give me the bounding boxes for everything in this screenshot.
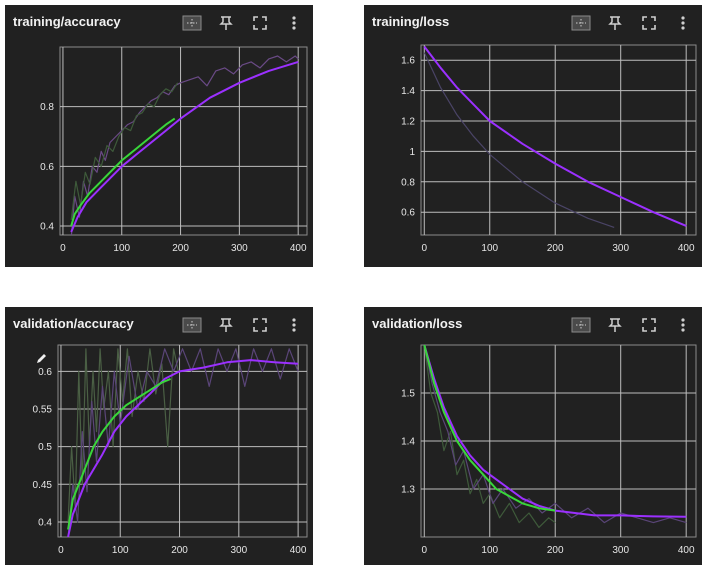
- chart-plot[interactable]: 0 100 200 300 400 0.4 0.6 0.8: [5, 5, 313, 267]
- y-tick-label: 1: [409, 147, 415, 158]
- x-tick-label: 200: [172, 243, 189, 254]
- plot-frame: [420, 44, 697, 236]
- chart-card-training-accuracy: training/accuracy 0 100 200 300 400 0.4 0.6 0.8: [5, 5, 313, 267]
- raw-series-line: [67, 348, 299, 537]
- pin-icon[interactable]: [215, 13, 237, 33]
- more-options-icon[interactable]: [283, 315, 305, 335]
- chart-toolbar: [558, 315, 694, 335]
- chart-toolbar: [558, 13, 694, 33]
- y-tick-label: 1.4: [401, 437, 415, 448]
- smoothed-series-line: [70, 60, 299, 233]
- chart-toolbar: [169, 315, 305, 335]
- x-tick-label: 100: [481, 243, 498, 254]
- x-tick-label: 0: [58, 545, 64, 556]
- raw-series-line: [70, 82, 179, 221]
- y-tick-label: 1.5: [401, 389, 415, 400]
- y-tick-label: 0.6: [40, 162, 54, 173]
- y-tick-label: 0.4: [38, 517, 52, 528]
- raw-series-line: [423, 52, 615, 228]
- chart-plot[interactable]: 0 100 200 300 400 0.4 0.45 0.5 0.55 0.6: [5, 307, 313, 565]
- fullscreen-icon[interactable]: [249, 315, 271, 335]
- smoothed-series-line: [70, 117, 176, 227]
- y-tick-label: 0.5: [38, 442, 52, 453]
- fit-domain-icon[interactable]: [181, 315, 203, 335]
- fullscreen-icon[interactable]: [638, 315, 660, 335]
- y-tick-label: 0.8: [401, 177, 415, 188]
- y-tick-label: 1.2: [401, 117, 415, 128]
- pin-icon[interactable]: [215, 315, 237, 335]
- chart-plot[interactable]: 0 100 200 300 400 1.3 1.4 1.5: [364, 307, 702, 565]
- x-tick-label: 300: [612, 545, 629, 556]
- smoothed-series-line: [67, 359, 299, 537]
- plot-frame: [57, 344, 308, 538]
- raw-series-line: [70, 55, 299, 235]
- x-tick-label: 200: [547, 545, 564, 556]
- fit-domain-icon[interactable]: [570, 315, 592, 335]
- y-tick-label: 0.6: [401, 208, 415, 219]
- y-tick-label: 0.6: [38, 367, 52, 378]
- edit-pencil-icon[interactable]: [35, 351, 49, 365]
- raw-series-line: [67, 348, 179, 522]
- fullscreen-icon[interactable]: [638, 13, 660, 33]
- y-tick-label: 0.45: [33, 480, 53, 491]
- x-tick-label: 200: [171, 545, 188, 556]
- chart-plot[interactable]: 0 100 200 300 400 0.6 0.8 1 1.2 1.4 1.6: [364, 5, 702, 267]
- x-tick-label: 400: [290, 545, 307, 556]
- x-tick-label: 400: [678, 545, 695, 556]
- chart-card-validation-loss: validation/loss 0 100 200 300 400 1.3 1.4 1.5: [364, 307, 702, 565]
- y-tick-label: 0.4: [40, 222, 54, 233]
- chart-title: training/loss: [372, 14, 450, 29]
- x-tick-label: 300: [231, 243, 248, 254]
- more-options-icon[interactable]: [672, 13, 694, 33]
- fullscreen-icon[interactable]: [249, 13, 271, 33]
- plot-frame: [59, 46, 308, 236]
- x-tick-label: 0: [60, 243, 66, 254]
- x-tick-label: 400: [290, 243, 307, 254]
- more-options-icon[interactable]: [283, 13, 305, 33]
- x-tick-label: 300: [230, 545, 247, 556]
- fit-domain-icon[interactable]: [181, 13, 203, 33]
- chart-card-validation-accuracy: validation/accuracy 0 100 200 300 400 0.4 0.45…: [5, 307, 313, 565]
- y-tick-label: 1.4: [401, 86, 415, 97]
- pin-icon[interactable]: [604, 315, 626, 335]
- pin-icon[interactable]: [604, 13, 626, 33]
- x-tick-label: 100: [112, 545, 129, 556]
- x-tick-label: 300: [612, 243, 629, 254]
- raw-series-line: [423, 345, 556, 528]
- chart-title: validation/loss: [372, 316, 463, 331]
- smoothed-series-line: [423, 345, 556, 512]
- chart-title: validation/accuracy: [13, 316, 134, 331]
- fit-domain-icon[interactable]: [570, 13, 592, 33]
- x-tick-label: 400: [678, 243, 695, 254]
- y-tick-label: 1.3: [401, 485, 415, 496]
- x-tick-label: 0: [421, 545, 427, 556]
- y-tick-label: 0.55: [33, 405, 53, 416]
- y-tick-label: 0.8: [40, 102, 54, 113]
- x-tick-label: 100: [113, 243, 130, 254]
- x-tick-label: 100: [481, 545, 498, 556]
- chart-card-training-loss: training/loss 0 100 200 300 400 0.6 0.8 1 1.2 1.4…: [364, 5, 702, 267]
- chart-toolbar: [169, 13, 305, 33]
- x-tick-label: 0: [421, 243, 427, 254]
- y-tick-label: 1.6: [401, 56, 415, 67]
- smoothed-series-line: [67, 377, 171, 530]
- smoothed-series-line: [423, 45, 687, 227]
- more-options-icon[interactable]: [672, 315, 694, 335]
- smoothed-series-line: [423, 345, 687, 518]
- x-tick-label: 200: [547, 243, 564, 254]
- chart-title: training/accuracy: [13, 14, 121, 29]
